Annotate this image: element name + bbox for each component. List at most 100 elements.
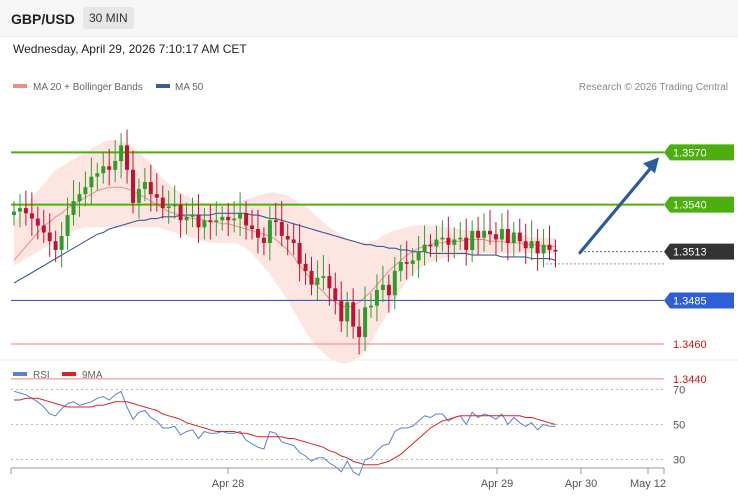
candle <box>184 202 189 235</box>
candle-body <box>315 277 320 285</box>
candle-body <box>458 237 463 240</box>
candle-body <box>279 222 284 236</box>
candle-body <box>267 220 272 243</box>
candle <box>440 220 445 252</box>
candle-body <box>374 290 379 306</box>
timeframe-button[interactable]: 30 MIN <box>83 7 134 29</box>
bollinger-band <box>14 140 556 364</box>
level-label: 1.3440 <box>673 374 707 386</box>
candle-body <box>160 197 165 209</box>
chart-header: GBP/USD 30 MIN <box>0 0 738 37</box>
candle-body <box>261 237 266 243</box>
candle <box>256 209 260 254</box>
candle-body <box>250 225 254 229</box>
level-label: 1.3485 <box>673 295 707 307</box>
candle-body <box>29 213 34 219</box>
candle <box>357 309 362 355</box>
candle <box>529 220 534 261</box>
candle <box>12 201 16 226</box>
candle <box>297 223 302 282</box>
candle-body <box>547 244 552 250</box>
candle-body <box>333 288 338 301</box>
ma50-legend-label: MA 50 <box>175 82 204 93</box>
candle <box>339 281 344 332</box>
candle-body <box>517 232 522 242</box>
candle-body <box>452 239 457 245</box>
candle <box>107 148 112 186</box>
candle-body <box>327 276 332 289</box>
candle-body <box>470 230 475 250</box>
candle <box>511 222 516 257</box>
candle-body <box>446 237 451 245</box>
candle <box>142 168 147 202</box>
candle-body <box>363 307 368 337</box>
candle-body <box>47 232 52 242</box>
candle <box>232 201 237 233</box>
candle <box>285 223 290 256</box>
candle <box>101 152 106 184</box>
ma20-legend-label: MA 20 + Bollinger Bands <box>33 82 143 93</box>
candle <box>541 229 546 268</box>
candle-body <box>41 225 46 233</box>
candle-body <box>148 182 153 195</box>
candle-body <box>398 262 403 271</box>
candle-body <box>345 302 350 322</box>
candle-body <box>89 176 94 188</box>
candle <box>119 133 124 179</box>
candle <box>327 263 332 306</box>
candle <box>309 256 314 296</box>
candle-body <box>488 230 492 235</box>
candle-body <box>107 166 112 170</box>
candle <box>35 206 40 240</box>
candle-body <box>404 262 409 264</box>
candle <box>202 208 207 240</box>
candle <box>369 293 373 318</box>
candle <box>380 265 385 303</box>
candle-body <box>369 305 373 308</box>
candle-body <box>505 229 510 243</box>
candle-body <box>59 236 64 250</box>
candle-body <box>416 251 421 261</box>
candle <box>59 222 64 268</box>
ma50-legend-swatch <box>156 84 170 88</box>
rsi-legend-swatch <box>13 372 27 376</box>
candle-body <box>184 216 189 221</box>
candle-body <box>285 236 290 240</box>
candle <box>190 197 195 228</box>
candle-body <box>208 220 213 222</box>
candle-body <box>113 161 118 170</box>
candle <box>517 218 522 252</box>
candle-body <box>499 229 504 240</box>
ma50-line <box>13 212 556 284</box>
candle <box>83 171 88 207</box>
candle-body <box>440 237 445 240</box>
candle-body <box>464 237 469 250</box>
candle <box>434 225 439 263</box>
candle-body <box>95 173 100 177</box>
candle-body <box>166 206 171 209</box>
credit-text: Research © 2026 Trading Central <box>579 82 728 93</box>
rsi-tick-label: 50 <box>673 420 685 432</box>
candle-body <box>35 218 40 226</box>
candle-body <box>23 208 28 214</box>
candle-body <box>523 241 528 249</box>
candle <box>446 216 451 263</box>
candle <box>160 185 165 219</box>
candle <box>422 225 427 266</box>
candle-body <box>297 242 302 264</box>
candle <box>374 274 379 322</box>
candle-body <box>476 230 481 238</box>
candle-body <box>119 145 124 162</box>
level-tag-resistance <box>664 196 734 213</box>
candle <box>291 223 296 256</box>
candle <box>476 216 481 256</box>
candle <box>404 241 409 280</box>
rsi-ma-line <box>14 397 556 466</box>
candle <box>553 239 558 268</box>
candle-body <box>410 260 415 264</box>
candle <box>482 213 487 252</box>
candle <box>458 222 463 250</box>
candle <box>452 227 457 259</box>
candle-body <box>428 244 433 247</box>
